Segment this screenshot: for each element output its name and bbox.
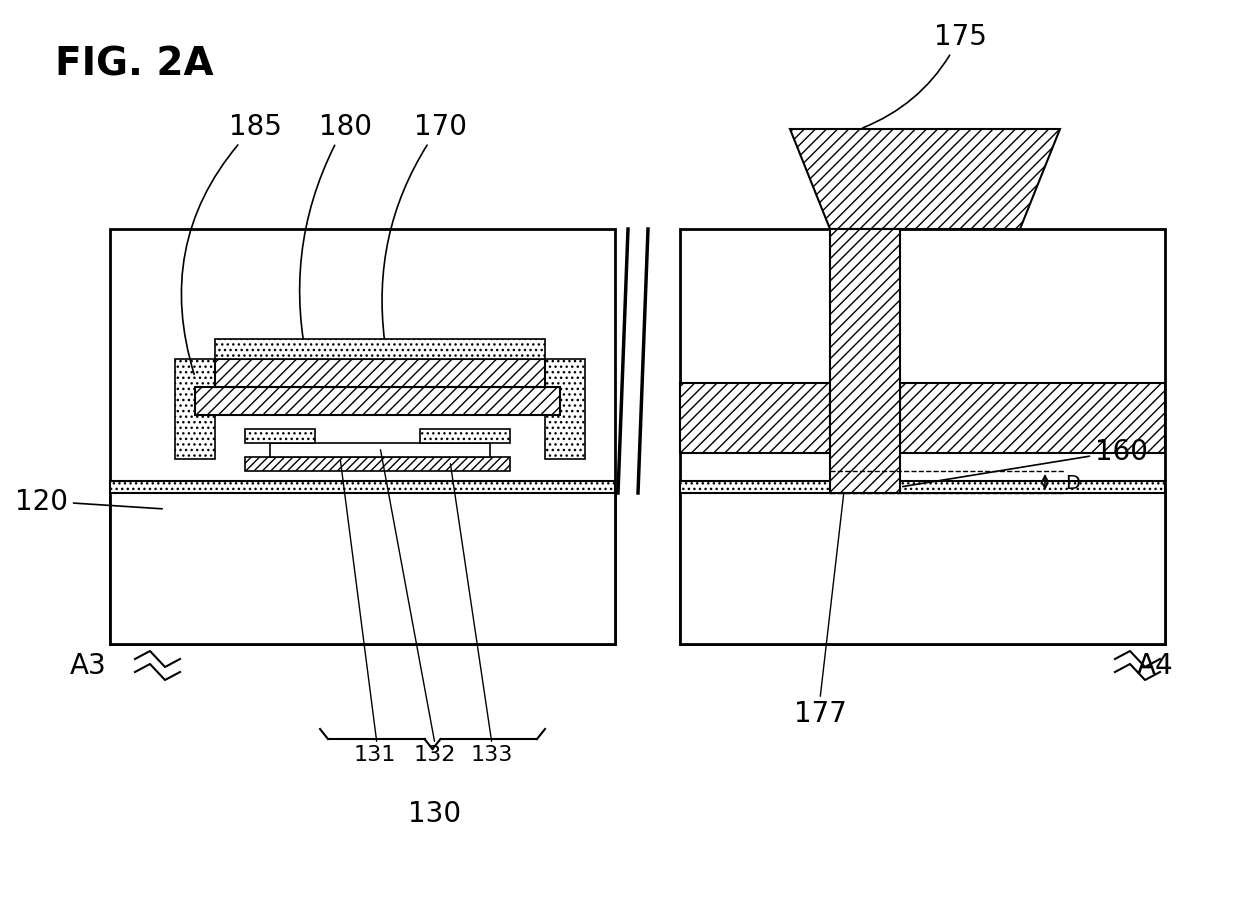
Bar [246, 429, 315, 444]
Bar [195, 387, 560, 415]
Text: 133: 133 [471, 744, 513, 764]
Text: FIG. 2A: FIG. 2A [55, 45, 213, 83]
Text: 180: 180 [300, 113, 372, 372]
Bar [215, 360, 546, 387]
Bar [420, 429, 510, 444]
Text: 170: 170 [382, 113, 466, 342]
Bar [175, 360, 215, 459]
Bar [680, 384, 830, 454]
Bar [110, 230, 615, 644]
Text: 177: 177 [794, 700, 847, 727]
Text: 160: 160 [903, 437, 1148, 487]
Bar [830, 230, 900, 494]
Text: 185: 185 [181, 113, 281, 375]
Bar [246, 457, 510, 472]
Bar [110, 482, 615, 494]
Text: 131: 131 [353, 744, 397, 764]
Text: 130: 130 [408, 799, 461, 827]
Text: 132: 132 [414, 744, 456, 764]
Text: A3: A3 [69, 651, 107, 680]
Polygon shape [790, 130, 1060, 230]
Bar [110, 489, 615, 644]
Bar [680, 482, 1166, 494]
Bar [680, 489, 1166, 644]
Bar [680, 230, 1166, 644]
Bar [546, 360, 585, 459]
Bar [270, 444, 490, 457]
Text: 120: 120 [15, 487, 162, 516]
Text: 175: 175 [863, 23, 987, 128]
Bar [215, 340, 546, 360]
Text: D: D [1065, 473, 1080, 492]
Bar [900, 384, 1166, 454]
Text: A4: A4 [1137, 651, 1173, 680]
